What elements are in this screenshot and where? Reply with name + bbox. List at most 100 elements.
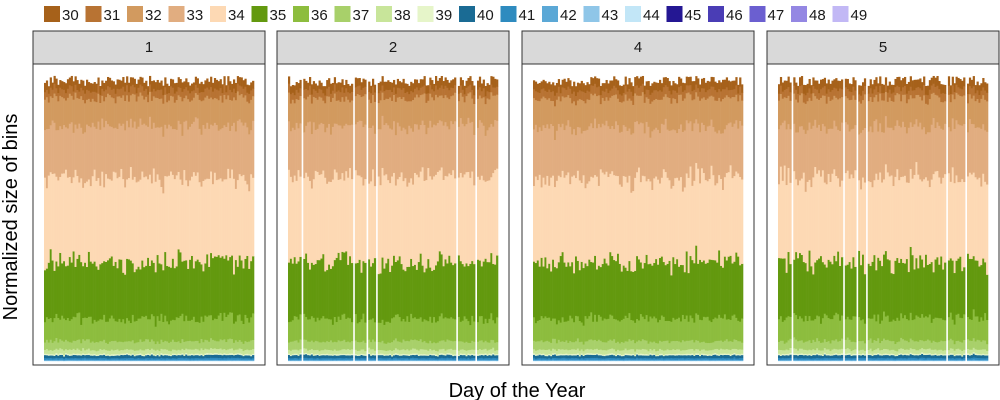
bar-segment-33 [412,131,415,185]
bar-segment-35 [414,264,417,318]
bar-segment-40 [105,355,108,359]
day-column [676,84,679,362]
bar-segment-30 [158,82,161,91]
bar-segment-44 [659,360,662,362]
bar-segment-40 [597,355,601,359]
bar-segment-42 [465,359,468,361]
bar-segment-39 [414,353,417,356]
bar-segment-31 [74,84,77,93]
bar-segment-35 [467,265,470,322]
bar-segment-30 [349,85,352,94]
bar-segment-38 [414,348,417,354]
bar-segment-33 [496,120,499,169]
day-column [137,79,140,362]
bar-segment-37 [364,342,367,352]
bar-segment-33 [467,117,470,172]
day-column [240,77,243,362]
bar-segment-30 [467,77,470,87]
bar-segment-38 [446,349,449,354]
bar-segment-36 [328,318,331,342]
bar-segment-40 [175,355,178,359]
day-column [620,86,624,362]
bar-segment-35 [158,263,161,321]
bar-segment-38 [360,349,363,354]
bar-segment-40 [685,355,688,359]
bar-segment-32 [538,100,541,128]
bar-segment-33 [706,126,709,182]
bar-segment-38 [429,348,432,354]
bar-segment-33 [699,131,702,184]
bar-segment-35 [387,258,390,322]
bar-segment-33 [57,129,60,181]
bar-segment-38 [246,349,249,354]
bar-segment-33 [492,126,495,174]
bar-segment-36 [557,320,561,340]
bar-segment-34 [231,169,234,256]
bar-segment-38 [122,349,125,354]
bar-segment-39 [557,353,561,356]
bar-segment-43 [120,360,123,361]
bar-segment-30 [252,80,255,89]
bar-segment-37 [68,341,72,350]
bar-segment-30 [444,77,447,86]
bar-segment-38 [221,349,224,355]
bar-segment-31 [244,86,247,96]
bar-segment-39 [446,352,449,355]
bar-segment-33 [594,118,597,176]
bar-segment-42 [471,359,474,361]
bar-segment-30 [65,83,68,94]
bar-segment-37 [217,341,220,350]
bar-segment-40 [208,354,211,359]
bar-segment-39 [429,353,432,355]
bar-segment-34 [240,175,243,261]
bar-segment-36 [59,319,62,340]
bar-segment-37 [473,341,476,350]
bar-segment-31 [387,89,390,100]
bar-segment-32 [341,96,344,129]
bar-segment-34 [133,176,136,273]
bar-segment-33 [391,129,394,177]
bar-segment-32 [339,101,342,126]
bar-segment-32 [617,98,620,126]
bar-segment-36 [592,321,595,341]
bar-segment-34 [141,171,144,261]
bar-segment-33 [289,130,293,177]
bar-segment-40 [364,355,367,359]
bar-segment-41 [704,357,708,360]
bar-segment-34 [534,176,538,264]
bar-segment-37 [349,342,352,350]
bar-segment-39 [293,353,296,356]
bar-segment-32 [490,92,493,125]
bar-segment-38 [74,349,77,354]
bar-segment-31 [533,89,536,99]
bar-segment-41 [128,357,131,360]
bar-segment-42 [191,359,194,361]
bar-segment-42 [45,359,49,361]
bar-segment-40 [82,354,85,359]
bar-segment-34 [496,168,499,256]
bar-segment-40 [219,354,222,359]
bar-segment-34 [664,171,667,266]
day-column [173,83,177,362]
bar-segment-37 [494,342,497,351]
bar-segment-41 [588,357,591,360]
bar-segment-31 [613,85,616,96]
day-column [427,85,430,362]
bar-segment-41 [221,358,224,360]
bar-segment-42 [373,359,377,361]
bar-segment-34 [565,174,568,267]
bar-segment-39 [240,353,243,356]
bar-segment-32 [601,97,604,124]
bar-segment-31 [605,88,608,98]
bar-segment-33 [480,122,484,176]
bar-segment-42 [84,359,87,361]
bar-segment-36 [238,314,241,341]
bar-segment-33 [150,128,154,184]
bar-segment-30 [139,76,142,85]
legend-item-41: 41 [500,6,535,24]
bar-segment-31 [573,91,576,102]
bar-segment-38 [636,349,639,354]
bar-segment-32 [488,99,491,128]
bar-segment-41 [465,358,468,361]
